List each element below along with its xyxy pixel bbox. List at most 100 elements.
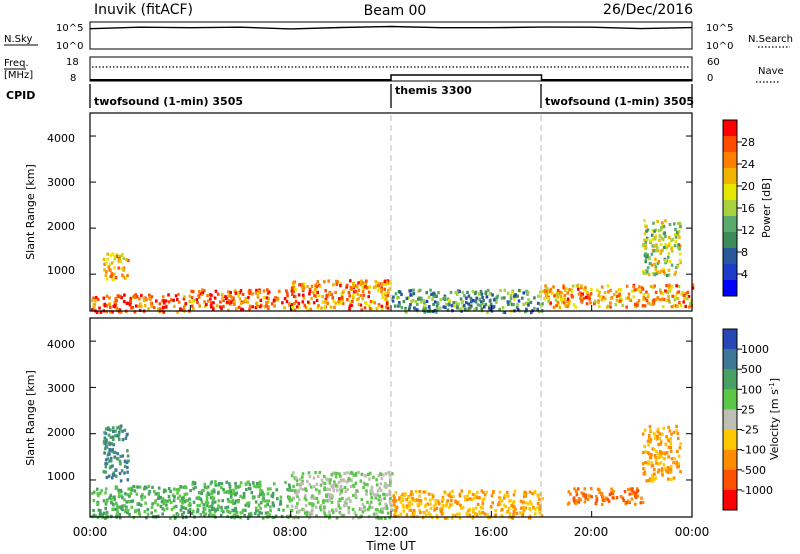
velocity-cell bbox=[432, 504, 436, 508]
velocity-cell bbox=[234, 493, 237, 497]
velocity-cell bbox=[494, 513, 497, 517]
power-cell bbox=[638, 288, 641, 292]
velocity-cell bbox=[651, 475, 655, 479]
power-cell bbox=[221, 296, 224, 300]
power-cell bbox=[138, 297, 141, 301]
velocity-cell bbox=[325, 493, 328, 497]
power-cell bbox=[598, 304, 601, 308]
velocity-cell bbox=[231, 498, 235, 502]
velocity-cell bbox=[332, 483, 336, 487]
cpid-segment-1: twofsound (1-min) 3505 bbox=[94, 95, 243, 108]
velocity-cell bbox=[538, 511, 541, 515]
velocity-cell bbox=[200, 491, 203, 496]
velocity-cell bbox=[332, 510, 335, 515]
velocity-cell bbox=[458, 492, 462, 496]
velocity-cell bbox=[503, 496, 506, 500]
velocity-cell bbox=[386, 511, 390, 515]
velocity-cell bbox=[96, 492, 99, 496]
velocity-cell bbox=[296, 502, 299, 506]
velocity-cell bbox=[124, 508, 127, 513]
velocity-cell bbox=[121, 438, 125, 442]
power-cell bbox=[102, 257, 106, 261]
power-cell bbox=[348, 307, 351, 311]
velocity-cell bbox=[665, 451, 669, 455]
velocity-cell bbox=[646, 439, 650, 443]
power-cell bbox=[384, 305, 388, 309]
velocity-cell bbox=[376, 489, 380, 493]
power-colorbar-tick-label: 8 bbox=[741, 246, 748, 259]
power-cell bbox=[667, 244, 670, 248]
power-cell bbox=[536, 307, 539, 311]
power-cell bbox=[575, 284, 579, 288]
power-cell bbox=[586, 294, 590, 298]
power-cell bbox=[560, 291, 563, 295]
power-cell bbox=[113, 300, 117, 304]
power-colorbar-tick-label: 4 bbox=[741, 268, 748, 281]
velocity-cell bbox=[419, 511, 422, 515]
power-cell bbox=[122, 266, 126, 270]
velocity-cell bbox=[106, 457, 110, 461]
power-cell bbox=[202, 289, 206, 293]
power-cell bbox=[435, 310, 438, 314]
velocity-cell bbox=[374, 496, 378, 500]
power-cell bbox=[256, 304, 259, 308]
power-colorbar-swatch bbox=[723, 200, 737, 217]
velocity-cell bbox=[129, 491, 133, 495]
velocity-cell bbox=[349, 499, 352, 503]
power-cell bbox=[656, 245, 659, 249]
velocity-cell bbox=[266, 503, 269, 507]
velocity-cell bbox=[102, 440, 106, 444]
power-cell bbox=[524, 301, 528, 305]
velocity-cell bbox=[222, 488, 225, 492]
velocity-cell bbox=[677, 436, 680, 441]
power-cell bbox=[662, 245, 666, 250]
power-cell bbox=[130, 306, 133, 310]
velocity-cell bbox=[653, 468, 656, 472]
power-cell bbox=[466, 290, 469, 294]
power-cell bbox=[603, 291, 607, 295]
velocity-cell bbox=[139, 503, 143, 507]
velocity-cell bbox=[449, 503, 452, 507]
velocity-cell bbox=[229, 500, 233, 504]
velocity-cell bbox=[369, 492, 373, 496]
power-cell bbox=[248, 307, 251, 311]
velocity-cell bbox=[381, 507, 384, 511]
velocity-cell bbox=[120, 469, 124, 473]
velocity-cell bbox=[290, 508, 294, 513]
power-cell bbox=[588, 295, 591, 299]
velocity-cell bbox=[315, 496, 319, 501]
power-cell bbox=[121, 273, 124, 277]
power-cell bbox=[675, 284, 678, 288]
power-cell bbox=[229, 290, 232, 295]
power-cell bbox=[507, 302, 510, 307]
velocity-cell bbox=[314, 471, 317, 475]
velocity-cell bbox=[423, 511, 426, 515]
velocity-cell bbox=[161, 512, 164, 516]
velocity-cell bbox=[468, 513, 471, 517]
power-cell bbox=[340, 295, 344, 299]
power-cell bbox=[112, 272, 116, 276]
power-cell bbox=[266, 288, 269, 292]
power-cell bbox=[554, 298, 558, 302]
velocity-cell bbox=[664, 443, 668, 447]
power-cell bbox=[668, 259, 672, 263]
power-cell bbox=[478, 298, 481, 302]
velocity-cell bbox=[301, 475, 304, 479]
power-cell bbox=[126, 274, 129, 278]
power-cell bbox=[467, 294, 471, 298]
velocity-cell bbox=[284, 480, 287, 485]
power-cell bbox=[600, 298, 604, 302]
power-cell bbox=[510, 290, 514, 294]
velocity-cell bbox=[505, 510, 509, 514]
velocity-cell bbox=[365, 492, 368, 496]
velocity-cell bbox=[428, 498, 432, 502]
velocity-cell bbox=[211, 514, 214, 518]
velocity-cell bbox=[176, 491, 179, 495]
velocity-cell bbox=[394, 491, 398, 495]
velocity-cell bbox=[334, 475, 338, 479]
power-cell bbox=[158, 302, 162, 306]
velocity-cell bbox=[109, 428, 112, 432]
power-cell bbox=[104, 273, 108, 277]
power-cell bbox=[201, 290, 205, 295]
power-cell bbox=[473, 307, 476, 311]
